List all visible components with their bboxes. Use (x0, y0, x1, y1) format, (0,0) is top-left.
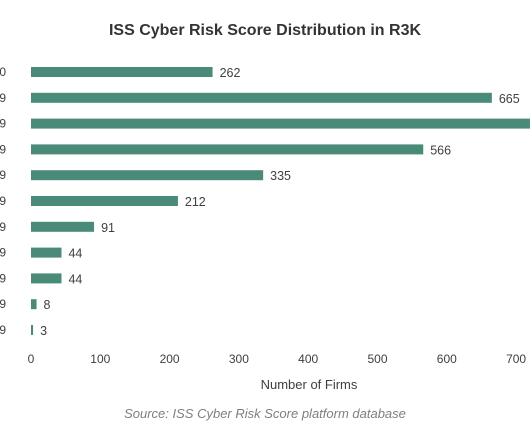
bar (31, 325, 34, 335)
chart-source: Source: ISS Cyber Risk Score platform da… (124, 406, 406, 421)
category-label: 449 (0, 271, 6, 285)
chart-title: ISS Cyber Risk Score Distribution in R3K (108, 22, 422, 39)
category-label: 349 (0, 323, 6, 337)
bar (31, 196, 178, 206)
bar (31, 144, 424, 155)
category-label: 499 (0, 246, 6, 260)
x-tick-label: 200 (160, 352, 180, 366)
category-label: 350 (0, 65, 6, 79)
data-label: 335 (270, 169, 291, 183)
data-label: 44 (68, 272, 82, 286)
bar (31, 273, 62, 284)
category-label: 399 (0, 297, 6, 311)
x-tick-label: 600 (437, 352, 457, 366)
x-tick-label: 700 (506, 352, 526, 366)
x-axis-title: Number of Firms (261, 377, 358, 392)
x-tick-label: 100 (90, 352, 110, 366)
data-label: 665 (499, 92, 520, 106)
x-tick-label: 400 (298, 352, 318, 366)
bar (31, 170, 264, 181)
data-label: 212 (185, 195, 206, 209)
category-label: 649 (0, 168, 6, 182)
category-label: 699 (0, 142, 6, 156)
category-label: 749 (0, 117, 6, 131)
data-label: 91 (101, 221, 115, 235)
bar (31, 247, 62, 258)
data-label: 8 (44, 298, 51, 312)
bar (31, 299, 37, 310)
x-tick-label: 0 (28, 352, 35, 366)
x-tick-label: 500 (367, 352, 387, 366)
bar (31, 221, 95, 232)
category-label: 549 (0, 220, 6, 234)
category-label: 799 (0, 91, 6, 105)
data-label: 262 (220, 66, 241, 80)
data-label: 3 (40, 324, 47, 338)
bar (31, 118, 530, 129)
x-tick-label: 300 (229, 352, 249, 366)
bar (31, 67, 213, 77)
data-label: 566 (430, 143, 451, 157)
bar (31, 92, 492, 103)
category-label: 599 (0, 194, 6, 208)
data-label: 44 (68, 247, 82, 261)
